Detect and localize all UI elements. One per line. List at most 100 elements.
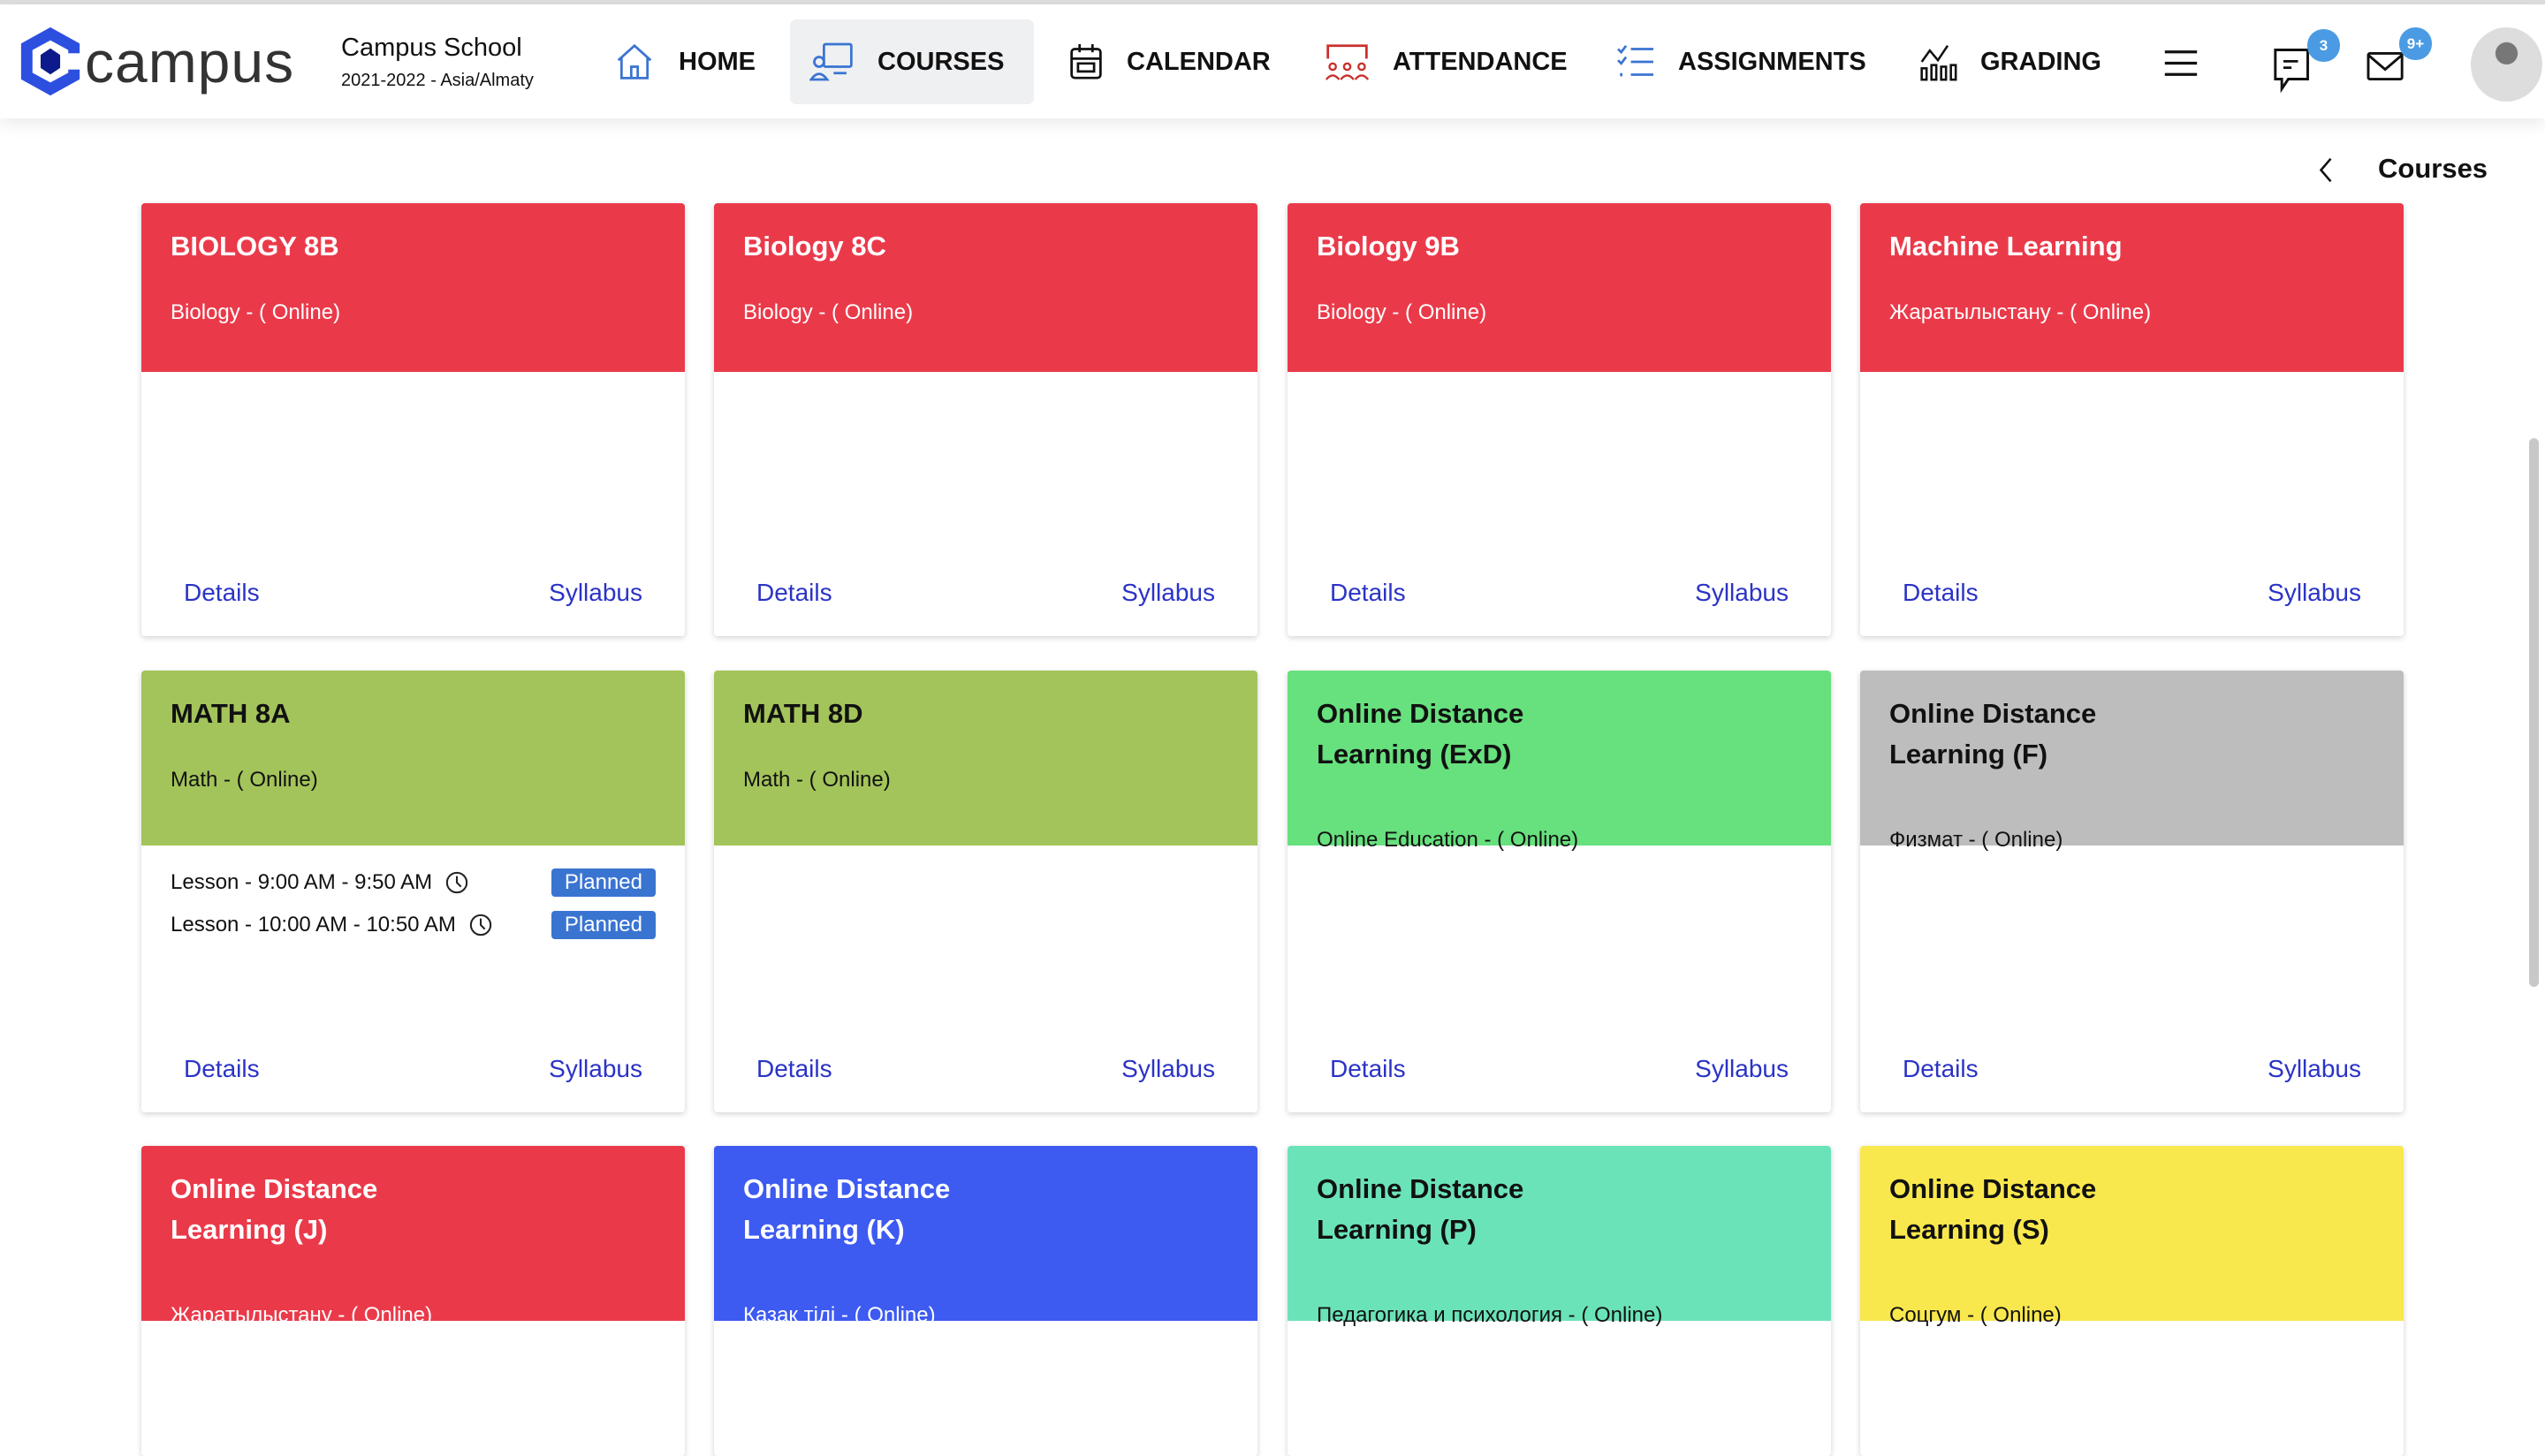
- chat-icon: [2274, 49, 2309, 94]
- syllabus-link[interactable]: Syllabus: [549, 579, 642, 606]
- course-card[interactable]: Online Distance Learning (ExD) Online Ed…: [1288, 671, 1831, 1112]
- course-subtitle: Online Education - ( Online): [1317, 828, 1579, 852]
- details-link[interactable]: Details: [184, 579, 260, 606]
- course-card[interactable]: MATH 8D Math - ( Online) Details Syllabu…: [714, 671, 1257, 1112]
- messages-badge: 3: [2307, 29, 2340, 62]
- course-card[interactable]: Online Distance Learning (F) Физмат - ( …: [1860, 671, 2404, 1112]
- details-link[interactable]: Details: [1330, 1055, 1406, 1082]
- messages-button[interactable]: 3: [2272, 29, 2340, 98]
- course-subtitle: Соцгум - ( Online): [1889, 1303, 2062, 1327]
- details-link[interactable]: Details: [184, 1055, 260, 1082]
- course-card-header[interactable]: MATH 8A Math - ( Online): [141, 671, 685, 846]
- course-title: Biology 8C: [743, 231, 886, 262]
- course-card[interactable]: Biology 8C Biology - ( Online) Details S…: [714, 203, 1257, 636]
- course-subtitle: Педагогика и психология - ( Online): [1317, 1303, 1663, 1327]
- courses-icon: [809, 42, 853, 81]
- course-card[interactable]: Biology 9B Biology - ( Online) Details S…: [1288, 203, 1831, 636]
- details-link[interactable]: Details: [756, 579, 832, 606]
- course-card-footer: Details Syllabus: [184, 1055, 642, 1083]
- user-avatar[interactable]: [2471, 27, 2542, 102]
- course-subtitle: Biology - ( Online): [171, 300, 341, 324]
- course-card[interactable]: Online Distance Learning (K) Қазақ тілі …: [714, 1146, 1257, 1456]
- course-subtitle: Math - ( Online): [171, 768, 318, 792]
- course-subtitle: Biology - ( Online): [1317, 300, 1487, 324]
- clock-icon: [445, 871, 468, 894]
- syllabus-link[interactable]: Syllabus: [549, 1055, 642, 1082]
- course-card-header[interactable]: Machine Learning Жаратылыстану - ( Onlin…: [1860, 203, 2404, 372]
- course-title: Online Distance Learning (K): [743, 1173, 951, 1245]
- course-card-header[interactable]: Biology 9B Biology - ( Online): [1288, 203, 1831, 372]
- logo-text: campus: [85, 28, 295, 95]
- course-card-footer: Details Syllabus: [1330, 579, 1789, 607]
- calendar-icon: [1070, 44, 1102, 80]
- course-card-footer: Details Syllabus: [1330, 1055, 1789, 1083]
- details-link[interactable]: Details: [1330, 579, 1406, 606]
- mail-button[interactable]: 9+: [2365, 27, 2432, 88]
- course-card[interactable]: Machine Learning Жаратылыстану - ( Onlin…: [1860, 203, 2404, 636]
- status-badge: Planned: [551, 911, 656, 939]
- assignments-icon: [1617, 45, 1653, 77]
- status-badge: Planned: [551, 868, 656, 897]
- syllabus-link[interactable]: Syllabus: [2268, 579, 2361, 606]
- lesson-item[interactable]: Lesson - 10:00 AM - 10:50 AM Planned: [171, 911, 656, 939]
- browser-edge: [0, 0, 2545, 4]
- nav-courses[interactable]: COURSES: [790, 19, 1034, 104]
- campus-logo[interactable]: campus: [19, 26, 294, 97]
- course-card-footer: Details Syllabus: [1903, 1055, 2361, 1083]
- page-title: Courses: [2378, 153, 2488, 184]
- course-card-header[interactable]: Online Distance Learning (ExD) Online Ed…: [1288, 671, 1831, 852]
- nav-home[interactable]: HOME: [594, 19, 775, 104]
- course-subtitle: Math - ( Online): [743, 768, 891, 792]
- course-card-header[interactable]: Online Distance Learning (J) Жаратылыста…: [141, 1146, 685, 1327]
- course-card-header[interactable]: Online Distance Learning (S) Соцгум - ( …: [1860, 1146, 2404, 1327]
- grading-icon: [1920, 44, 1957, 81]
- nav-label: ATTENDANCE: [1393, 47, 1568, 76]
- nav-calendar[interactable]: CALENDAR: [1049, 19, 1290, 104]
- attendance-icon: [1325, 44, 1370, 80]
- back-button[interactable]: [2316, 155, 2336, 189]
- syllabus-link[interactable]: Syllabus: [1121, 579, 1215, 606]
- course-card-header[interactable]: Online Distance Learning (P) Педагогика …: [1288, 1146, 1831, 1327]
- home-icon: [617, 43, 652, 80]
- school-year: 2021-2022 - Asia/Almaty: [341, 71, 534, 90]
- nav-label: GRADING: [1980, 47, 2101, 76]
- course-card-header[interactable]: MATH 8D Math - ( Online): [714, 671, 1257, 846]
- course-card-header[interactable]: Biology 8C Biology - ( Online): [714, 203, 1257, 372]
- lesson-item[interactable]: Lesson - 9:00 AM - 9:50 AM Planned: [171, 868, 656, 897]
- nav-label: COURSES: [877, 47, 1005, 76]
- course-card[interactable]: Online Distance Learning (J) Жаратылыста…: [141, 1146, 685, 1456]
- scrollbar[interactable]: [2529, 438, 2539, 987]
- course-card-header[interactable]: Online Distance Learning (F) Физмат - ( …: [1860, 671, 2404, 852]
- lesson-time: Lesson - 9:00 AM - 9:50 AM: [171, 870, 433, 894]
- details-link[interactable]: Details: [756, 1055, 832, 1082]
- syllabus-link[interactable]: Syllabus: [1121, 1055, 1215, 1082]
- course-card[interactable]: BIOLOGY 8B Biology - ( Online) Details S…: [141, 203, 685, 636]
- course-subtitle: Жаратылыстану - ( Online): [1889, 300, 2152, 324]
- course-title: BIOLOGY 8B: [171, 231, 339, 262]
- syllabus-link[interactable]: Syllabus: [1695, 1055, 1789, 1082]
- menu-button[interactable]: [2163, 49, 2199, 82]
- course-card-header[interactable]: BIOLOGY 8B Biology - ( Online): [141, 203, 685, 372]
- lesson-time: Lesson - 10:00 AM - 10:50 AM: [171, 913, 456, 937]
- course-card-footer: Details Syllabus: [756, 1055, 1215, 1083]
- course-card-header[interactable]: Online Distance Learning (K) Қазақ тілі …: [714, 1146, 1257, 1327]
- details-link[interactable]: Details: [1903, 1055, 1979, 1082]
- course-card[interactable]: MATH 8A Math - ( Online) Lesson - 9:00 A…: [141, 671, 685, 1112]
- course-card-footer: Details Syllabus: [184, 579, 642, 607]
- course-card-footer: Details Syllabus: [1903, 579, 2361, 607]
- nav-attendance[interactable]: ATTENDANCE: [1305, 19, 1587, 104]
- nav-label: CALENDAR: [1127, 47, 1271, 76]
- syllabus-link[interactable]: Syllabus: [2268, 1055, 2361, 1082]
- course-title: Online Distance Learning (P): [1317, 1173, 1524, 1245]
- course-subtitle: Biology - ( Online): [743, 300, 914, 324]
- details-link[interactable]: Details: [1903, 579, 1979, 606]
- nav-grading[interactable]: GRADING: [1899, 19, 2121, 104]
- course-card[interactable]: Online Distance Learning (S) Соцгум - ( …: [1860, 1146, 2404, 1456]
- nav-assignments[interactable]: ASSIGNMENTS: [1597, 19, 1886, 104]
- course-card[interactable]: Online Distance Learning (P) Педагогика …: [1288, 1146, 1831, 1456]
- school-selector[interactable]: Campus School 2021-2022 - Asia/Almaty: [341, 34, 534, 91]
- course-title: MATH 8D: [743, 698, 863, 729]
- chevron-left-icon: [2319, 157, 2332, 183]
- syllabus-link[interactable]: Syllabus: [1695, 579, 1789, 606]
